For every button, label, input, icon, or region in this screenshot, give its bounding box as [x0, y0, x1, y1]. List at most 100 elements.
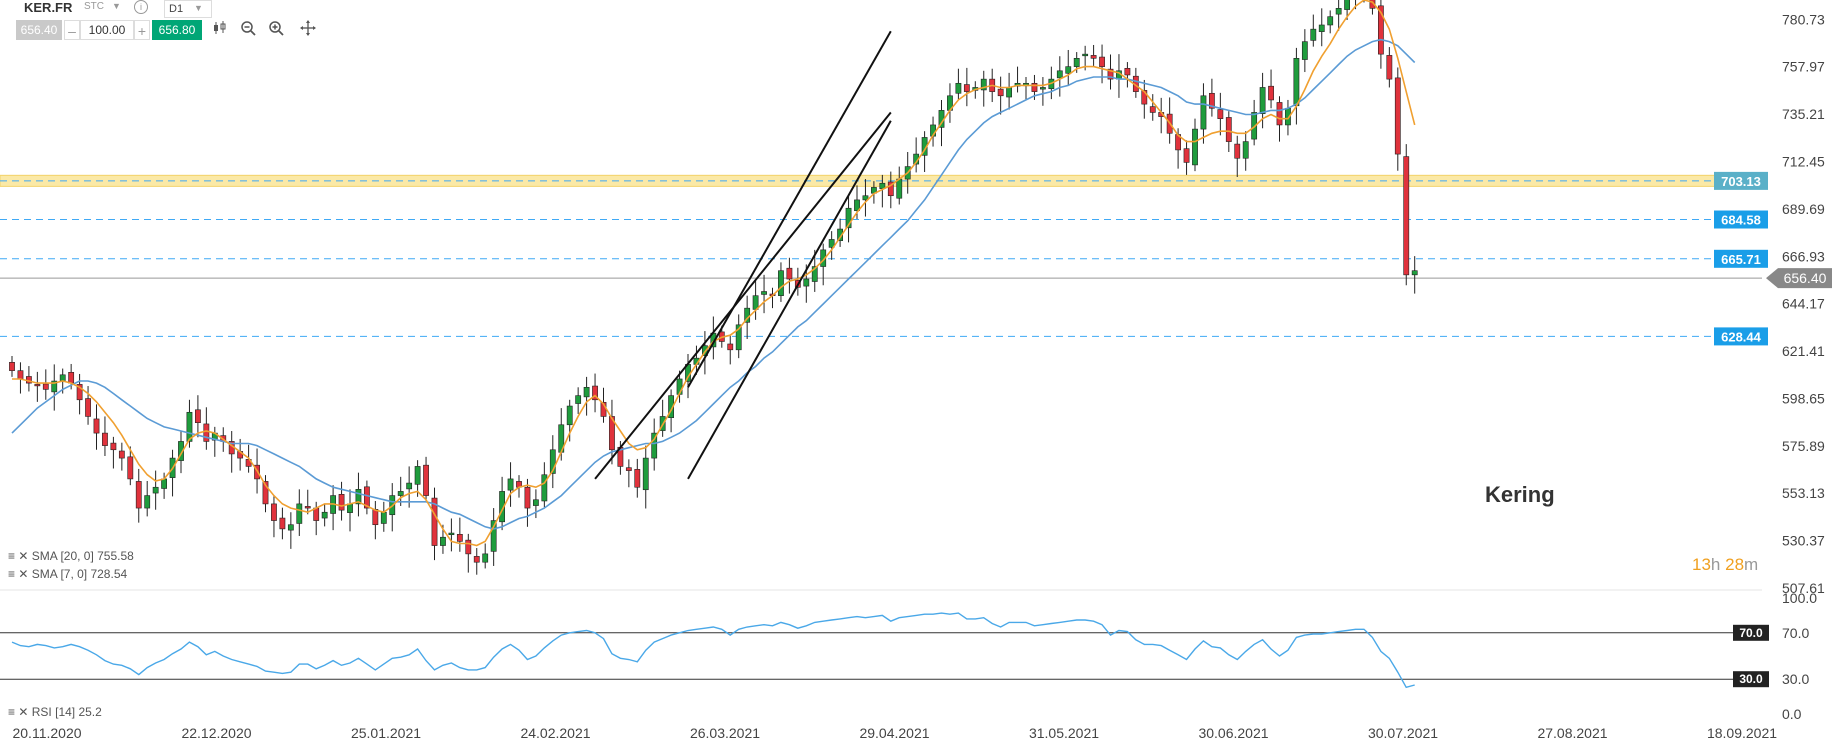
candle: [380, 511, 387, 524]
date-tick-label: 25.01.2021: [351, 725, 421, 741]
candle: [17, 370, 24, 380]
candle: [634, 469, 641, 488]
candle-timer: 13h 28m: [1692, 555, 1759, 574]
date-tick-label: 18.09.2021: [1707, 725, 1777, 741]
level-label-bg: [1714, 171, 1768, 190]
candle: [1344, 0, 1350, 10]
candle: [778, 270, 784, 296]
buy-price-button[interactable]: 656.80: [152, 20, 202, 40]
candle: [1276, 102, 1283, 126]
level-label: 628.44: [1721, 329, 1762, 344]
symbol-label[interactable]: KER.FR: [24, 0, 73, 15]
chart-annotation: Kering: [1485, 482, 1555, 507]
rsi-legend[interactable]: ≡ ✕ RSI [14] 25.2: [8, 705, 102, 719]
candle: [321, 511, 328, 519]
candle: [507, 478, 514, 491]
remove-indicator-icon: ✕: [18, 705, 29, 719]
price-tick-label: 575.89: [1782, 438, 1825, 454]
candle: [1056, 70, 1063, 79]
crosshair-icon[interactable]: [298, 20, 318, 40]
candle: [313, 507, 320, 521]
candlestick-icon[interactable]: [210, 20, 230, 40]
candle: [355, 489, 362, 505]
candle: [1327, 16, 1334, 26]
candle: [85, 398, 91, 417]
candle: [1141, 90, 1148, 105]
candle: [1301, 41, 1308, 60]
sma20-legend[interactable]: ≡ ✕ SMA [20, 0] 755.58: [8, 549, 134, 563]
candle: [68, 372, 75, 384]
candle: [1386, 55, 1393, 80]
candle: [473, 556, 480, 563]
price-tick-label: 712.45: [1782, 153, 1825, 169]
candle: [347, 503, 353, 513]
candle: [338, 494, 345, 511]
candle: [625, 467, 632, 471]
level-label: 684.58: [1721, 213, 1761, 228]
candle: [1369, 0, 1376, 9]
indicator-menu-icon: ≡: [8, 567, 16, 581]
price-tick-label: 780.73: [1782, 11, 1825, 27]
candle: [34, 384, 41, 387]
candle: [414, 466, 421, 485]
date-tick-label: 22.12.2020: [181, 725, 251, 741]
candle: [1149, 106, 1156, 113]
date-tick-label: 30.06.2021: [1198, 725, 1268, 741]
chart-toolbar: KER.FR STC ▼ i D1 ▼ 656.40 – 100.00 + 65…: [0, 0, 360, 44]
volume-increase-button[interactable]: +: [134, 20, 150, 40]
candle: [735, 324, 742, 351]
sma7-legend[interactable]: ≡ ✕ SMA [7, 0] 728.54: [8, 567, 128, 581]
info-icon[interactable]: i: [134, 0, 148, 14]
timeframe-chevron-down-icon[interactable]: ▼: [194, 3, 203, 13]
candle: [118, 450, 125, 459]
zoom-in-icon[interactable]: [266, 20, 286, 40]
candle: [1310, 28, 1317, 41]
candle: [575, 395, 582, 404]
candle: [1293, 58, 1300, 107]
candle: [566, 405, 573, 426]
candle: [440, 536, 446, 546]
price-tick-label: 507.61: [1782, 580, 1825, 596]
candle: [406, 482, 413, 490]
volume-input[interactable]: 100.00: [80, 20, 134, 40]
rsi-tick-label: 0.0: [1782, 706, 1802, 722]
candle: [1107, 68, 1114, 80]
timeframe-select[interactable]: D1: [164, 0, 212, 18]
candle: [372, 509, 379, 526]
level-label-bg: [1714, 249, 1768, 268]
sell-price-button[interactable]: 656.40: [16, 20, 62, 40]
candle: [102, 432, 108, 446]
candle: [854, 199, 860, 212]
price-tick-label: 689.69: [1782, 201, 1825, 217]
candle: [583, 386, 590, 398]
indicator-menu-icon: ≡: [8, 549, 16, 563]
candle: [1225, 117, 1232, 142]
candle: [144, 495, 151, 509]
level-label: 665.71: [1721, 252, 1761, 267]
sma20-line: [11, 38, 1416, 530]
zoom-out-icon[interactable]: [238, 20, 258, 40]
candle: [1378, 5, 1384, 55]
mode-label[interactable]: STC: [84, 1, 104, 12]
sma7-line: [12, 0, 1416, 547]
candle: [642, 457, 649, 491]
volume-decrease-button[interactable]: –: [64, 20, 80, 40]
candle: [997, 88, 1004, 97]
rsi-tick-label: 30.0: [1782, 671, 1809, 687]
candle: [431, 497, 438, 546]
candle: [482, 553, 489, 563]
candle: [279, 517, 286, 530]
candle: [287, 524, 294, 531]
mode-chevron-down-icon[interactable]: ▼: [112, 1, 121, 11]
candle: [1006, 87, 1012, 98]
candle: [1268, 85, 1274, 101]
date-tick-label: 27.08.2021: [1537, 725, 1607, 741]
candle: [271, 503, 277, 521]
candle: [186, 411, 193, 442]
candle: [786, 267, 793, 280]
date-tick-label: 24.02.2021: [520, 725, 590, 741]
candle: [195, 409, 201, 423]
candle: [423, 464, 429, 496]
candle: [955, 82, 962, 94]
